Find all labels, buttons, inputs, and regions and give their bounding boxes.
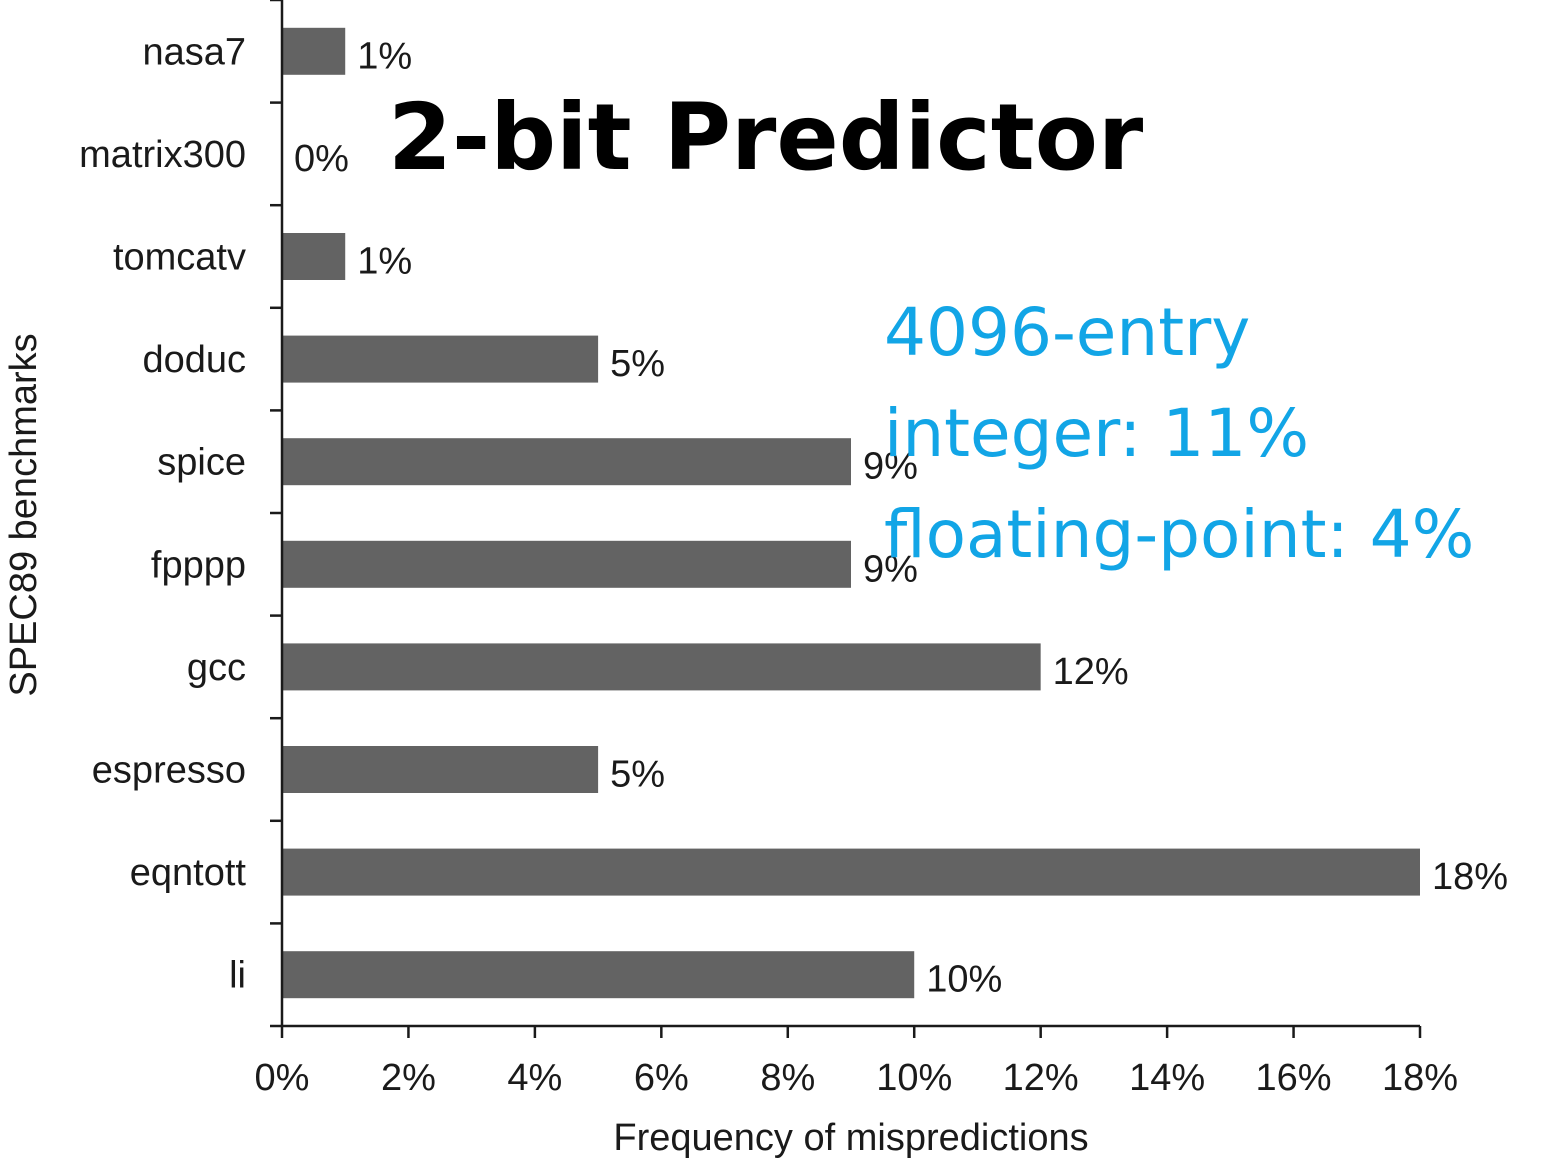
value-label-matrix300: 0%	[294, 138, 349, 180]
predictor-notes: 4096-entry integer: 11% floating-point: …	[884, 282, 1474, 585]
bar-li	[282, 951, 915, 999]
value-label-tomcatv: 1%	[357, 241, 412, 283]
bar-tomcatv	[282, 233, 346, 280]
category-label-eqntott: eqntott	[130, 852, 247, 894]
category-label-matrix300: matrix300	[79, 134, 246, 176]
value-label-fpppp: 9%	[863, 548, 918, 590]
category-label-li: li	[229, 955, 246, 997]
bar-eqntott	[282, 848, 1420, 896]
bar-doduc	[282, 335, 599, 383]
predictor-title: 2-bit Predictor	[388, 84, 1144, 191]
bars-group	[282, 27, 1420, 999]
value-label-doduc: 5%	[610, 343, 665, 385]
x-tick-label: 16%	[1256, 1057, 1332, 1099]
note-entries: 4096-entry	[884, 294, 1251, 371]
category-label-gcc: gcc	[187, 647, 246, 689]
x-tick-label: 14%	[1129, 1057, 1205, 1099]
value-label-espresso: 5%	[610, 754, 665, 796]
x-tick-label: 18%	[1382, 1057, 1458, 1099]
value-label-nasa7: 1%	[357, 35, 412, 77]
axes-group	[270, 0, 1422, 1038]
x-tick-label: 0%	[255, 1057, 310, 1099]
x-axis-title: Frequency of mispredictions	[613, 1117, 1088, 1159]
bar-gcc	[282, 643, 1041, 691]
value-label-li: 10%	[926, 959, 1002, 1001]
x-tick-label: 12%	[1003, 1057, 1079, 1099]
value-label-spice: 9%	[863, 446, 918, 488]
category-labels: nasa7 matrix300 tomcatv doduc spice fpppp gcc e…	[79, 31, 246, 996]
category-label-espresso: espresso	[92, 750, 246, 792]
bar-espresso	[282, 746, 599, 793]
bar-nasa7	[282, 27, 346, 75]
category-label-doduc: doduc	[142, 339, 246, 381]
x-tick-label: 8%	[760, 1057, 815, 1099]
category-label-nasa7: nasa7	[142, 31, 246, 73]
bar-fpppp	[282, 540, 851, 588]
value-labels: 1% 0% 1% 5% 9% 9% 12% 5% 18% 10%	[294, 35, 1508, 1000]
category-label-fpppp: fpppp	[151, 544, 246, 586]
note-integer: integer: 11%	[884, 395, 1310, 472]
x-tick-label: 10%	[876, 1057, 952, 1099]
y-axis-title: SPEC89 benchmarks	[3, 333, 45, 696]
note-floating-point: floating-point: 4%	[884, 496, 1475, 573]
bar-spice	[282, 438, 851, 486]
x-tick-label: 6%	[634, 1057, 689, 1099]
value-label-gcc: 12%	[1053, 651, 1129, 693]
x-tick-label: 4%	[507, 1057, 562, 1099]
category-label-tomcatv: tomcatv	[113, 237, 246, 279]
x-tick-labels: 0% 2% 4% 6% 8% 10% 12% 14% 16% 18%	[255, 1057, 1458, 1099]
category-label-spice: spice	[157, 442, 246, 484]
x-tick-label: 2%	[381, 1057, 436, 1099]
value-label-eqntott: 18%	[1432, 856, 1508, 898]
